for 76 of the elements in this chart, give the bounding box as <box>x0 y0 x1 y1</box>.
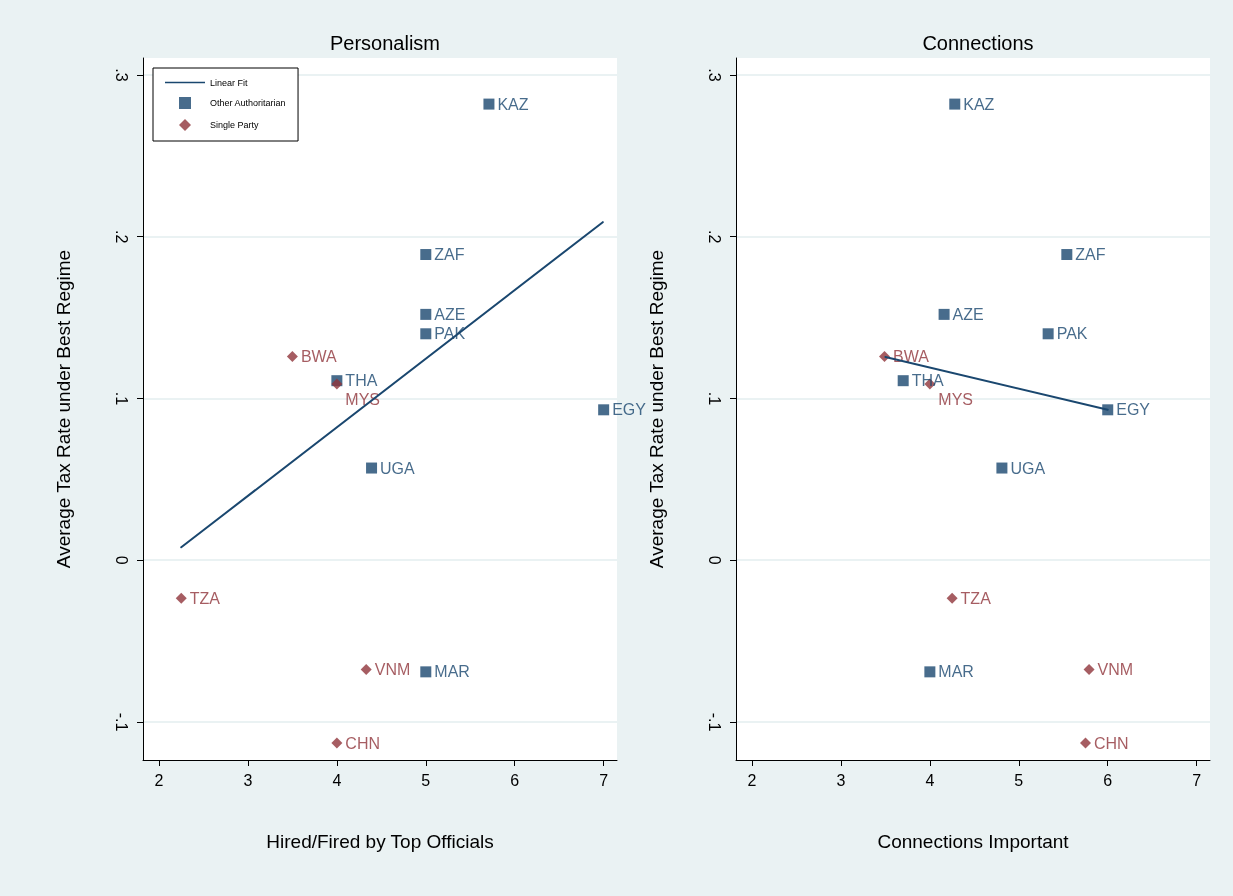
data-label: KAZ <box>497 95 529 113</box>
y-tick-label: .1 <box>112 391 130 406</box>
data-label: VNM <box>1097 660 1134 678</box>
x-tick-label: 5 <box>1014 771 1024 789</box>
y-tick-label: -.1 <box>705 712 723 732</box>
point <box>1061 249 1073 261</box>
point <box>420 249 432 261</box>
point <box>366 462 378 474</box>
point <box>924 666 936 678</box>
data-label: BWA <box>893 347 930 365</box>
data-label: THA <box>345 372 378 390</box>
x-tick-label: 3 <box>243 771 253 789</box>
data-label: AZE <box>952 305 984 323</box>
point <box>946 592 958 604</box>
data-label: CHN <box>345 734 381 752</box>
legend-label: Linear Fit <box>210 77 249 88</box>
x-tick-label: 7 <box>599 771 609 789</box>
chart-title: Connections <box>922 32 1034 54</box>
data-label: MYS <box>938 391 974 409</box>
x-tick-label: 4 <box>925 771 935 789</box>
x-tick-label: 3 <box>836 771 846 789</box>
x-tick-label: 4 <box>332 771 342 789</box>
y-tick-label: .1 <box>705 391 723 406</box>
x-axis-title: Hired/Fired by Top Officials <box>266 831 494 852</box>
point <box>286 350 298 362</box>
point <box>420 308 432 320</box>
data-label: MAR <box>938 663 974 681</box>
y-tick-label: .3 <box>112 68 130 82</box>
data-label: TZA <box>960 589 992 607</box>
point <box>331 737 343 749</box>
x-tick-label: 2 <box>154 771 164 789</box>
legend-label: Single Party <box>210 120 260 130</box>
x-tick-label: 6 <box>510 771 520 789</box>
data-label: UGA <box>1010 459 1046 477</box>
point <box>949 98 961 110</box>
point <box>938 308 950 320</box>
data-label: BWA <box>300 347 338 365</box>
point <box>483 98 495 110</box>
data-label: PAK <box>1056 325 1088 343</box>
y-tick-label: .2 <box>112 230 130 244</box>
data-label: AZE <box>434 305 466 323</box>
data-label: EGY <box>1116 401 1151 419</box>
point <box>598 404 610 416</box>
data-label: KAZ <box>963 95 995 113</box>
legend-label: Other Authoritarian <box>210 98 286 108</box>
x-tick-label: 6 <box>1103 771 1113 789</box>
point <box>996 462 1008 474</box>
y-tick-label: 0 <box>705 555 723 565</box>
data-label: ZAF <box>1075 246 1106 264</box>
y-axis-title: Average Tax Rate under Best Regime <box>53 249 74 569</box>
point <box>1080 737 1091 749</box>
chart-title: Personalism <box>329 32 441 54</box>
x-tick-label: 5 <box>421 771 431 789</box>
data-label: ZAF <box>434 246 465 264</box>
y-tick-label: .3 <box>705 68 723 82</box>
x-axis-title: Connections Important <box>877 831 1070 852</box>
x-tick-label: 7 <box>1192 771 1202 789</box>
point <box>360 663 372 675</box>
x-tick-label: 2 <box>747 771 757 789</box>
y-tick-label: .2 <box>705 230 723 244</box>
point <box>175 592 187 604</box>
point <box>1083 663 1095 675</box>
data-label: CHN <box>1094 734 1129 752</box>
point <box>1042 328 1054 340</box>
point <box>420 666 432 678</box>
point <box>420 328 432 340</box>
data-label: EGY <box>612 401 647 419</box>
data-label: VNM <box>374 660 411 678</box>
data-label: UGA <box>380 459 416 477</box>
data-label: MAR <box>434 663 470 681</box>
data-label: THA <box>911 372 945 390</box>
y-axis-title: Average Tax Rate under Best Regime <box>646 249 667 569</box>
point <box>897 375 909 387</box>
y-tick-label: -.1 <box>112 712 130 732</box>
y-tick-label: 0 <box>112 555 130 565</box>
data-label: TZA <box>189 589 221 607</box>
